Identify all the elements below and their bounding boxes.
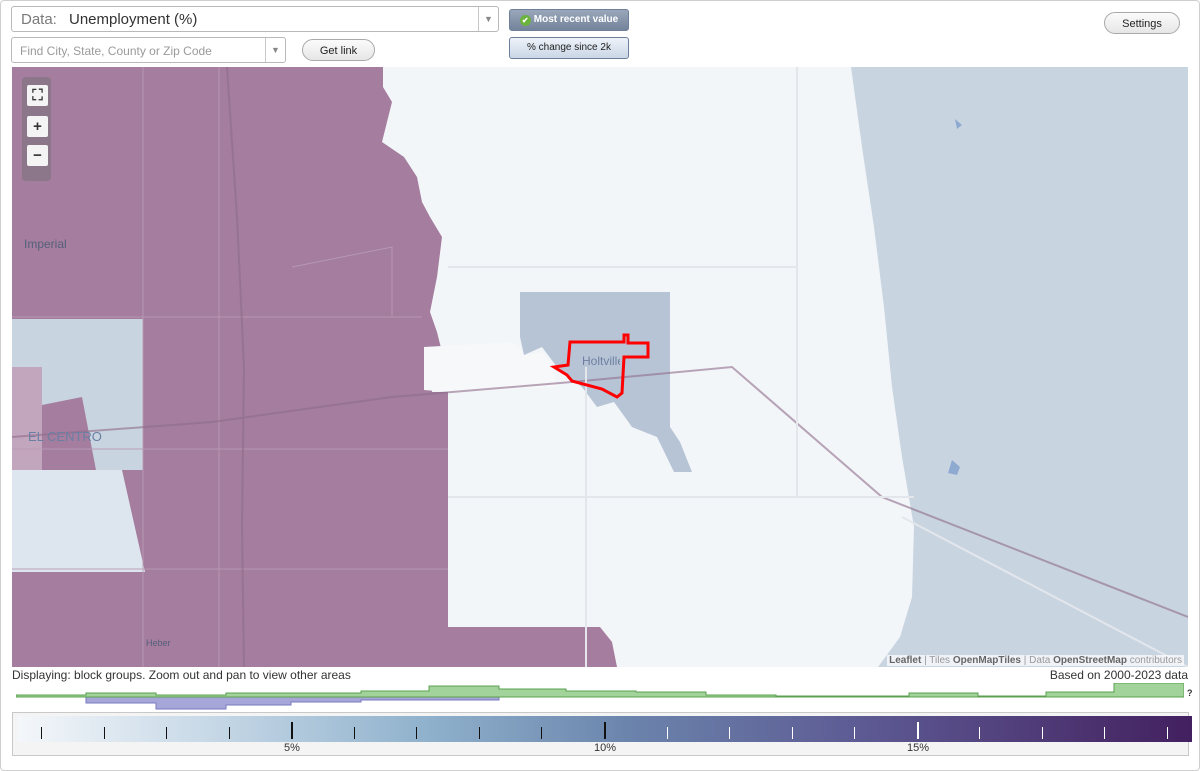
distribution-histogram bbox=[16, 683, 1184, 710]
place-label-holtville: Holtville bbox=[582, 354, 620, 368]
legend-tick bbox=[416, 727, 417, 739]
histogram-upper bbox=[16, 683, 1184, 698]
place-label-imperial: Imperial bbox=[24, 237, 67, 251]
zoom-out-button[interactable]: − bbox=[27, 145, 48, 166]
fullscreen-icon[interactable]: ⛶ bbox=[27, 85, 48, 106]
legend-tick bbox=[854, 727, 855, 739]
legend-tick bbox=[229, 727, 230, 739]
histogram-unknown-marker: ? bbox=[1187, 688, 1193, 698]
legend-label-5: 5% bbox=[284, 742, 300, 754]
water-feature bbox=[948, 460, 960, 475]
data-selector-value: Unemployment (%) bbox=[69, 11, 198, 28]
data-selector[interactable]: Data: Unemployment (%) ▼ bbox=[11, 6, 499, 32]
pct-change-toggle[interactable]: % change since 2k bbox=[509, 37, 629, 59]
region-white-notch bbox=[424, 342, 557, 392]
legend-tick bbox=[979, 727, 980, 739]
region-el-centro-a bbox=[12, 319, 143, 470]
legend-label-15: 15% bbox=[906, 742, 930, 754]
zoom-in-button[interactable]: + bbox=[27, 116, 48, 137]
legend-tick-major bbox=[291, 722, 293, 739]
legend-tick bbox=[1104, 727, 1105, 739]
legend-tick bbox=[1167, 727, 1168, 739]
map-canvas bbox=[12, 67, 1188, 667]
legend-tick bbox=[667, 727, 668, 739]
legend-tick-major bbox=[917, 722, 919, 739]
legend-tick bbox=[479, 727, 480, 739]
choropleth-map[interactable]: ⛶ + − Imperial EL CENTRO Holtville Heber… bbox=[12, 67, 1188, 667]
chevron-down-icon[interactable]: ▼ bbox=[478, 7, 498, 31]
data-range-note: Based on 2000-2023 data bbox=[1049, 668, 1188, 682]
region-holtville bbox=[520, 292, 692, 472]
legend-tick bbox=[1042, 727, 1043, 739]
legend-label-10: 10% bbox=[593, 742, 617, 754]
attribution-sep: | Tiles bbox=[921, 655, 953, 666]
attribution-tiles-link[interactable]: OpenMapTiles bbox=[952, 655, 1021, 666]
attribution-leaflet-link[interactable]: Leaflet bbox=[889, 655, 922, 666]
attribution-data-link[interactable]: OpenStreetMap bbox=[1053, 655, 1127, 666]
legend-tick bbox=[354, 727, 355, 739]
legend-tick bbox=[41, 727, 42, 739]
legend-tick bbox=[104, 727, 105, 739]
zoom-controls: ⛶ + − bbox=[22, 77, 51, 181]
location-search[interactable]: ▼ bbox=[11, 37, 286, 63]
legend-tick bbox=[729, 727, 730, 739]
chevron-down-icon[interactable]: ▼ bbox=[265, 38, 285, 62]
settings-button[interactable]: Settings bbox=[1104, 12, 1180, 34]
attribution-suffix: contributors bbox=[1126, 655, 1182, 666]
data-selector-prefix: Data: bbox=[21, 11, 57, 28]
place-label-heber: Heber bbox=[146, 638, 171, 648]
checkmark-icon: ✔ bbox=[519, 15, 531, 26]
legend-tick bbox=[166, 727, 167, 739]
color-legend: 5% 10% 15% bbox=[12, 712, 1192, 756]
most-recent-value-toggle[interactable]: ✔ Most recent value bbox=[509, 9, 629, 31]
legend-tick bbox=[792, 727, 793, 739]
map-attribution: Leaflet | Tiles OpenMapTiles | Data Open… bbox=[887, 655, 1184, 666]
most-recent-label: Most recent value bbox=[533, 14, 619, 25]
get-link-button[interactable]: Get link bbox=[302, 39, 375, 61]
region-el-centro-c bbox=[12, 367, 42, 470]
water-feature bbox=[955, 119, 962, 129]
legend-gradient bbox=[17, 716, 1192, 742]
search-input[interactable] bbox=[18, 41, 262, 61]
attribution-sep: | Data bbox=[1021, 655, 1054, 666]
region-el-centro-b bbox=[12, 470, 145, 572]
histogram-lower bbox=[16, 696, 500, 710]
display-level-note: Displaying: block groups. Zoom out and p… bbox=[12, 668, 351, 682]
place-label-el-centro: EL CENTRO bbox=[28, 429, 102, 444]
selected-area-outline bbox=[549, 333, 650, 399]
legend-tick bbox=[541, 727, 542, 739]
region-high-west bbox=[12, 67, 617, 667]
legend-tick-major bbox=[604, 722, 606, 739]
